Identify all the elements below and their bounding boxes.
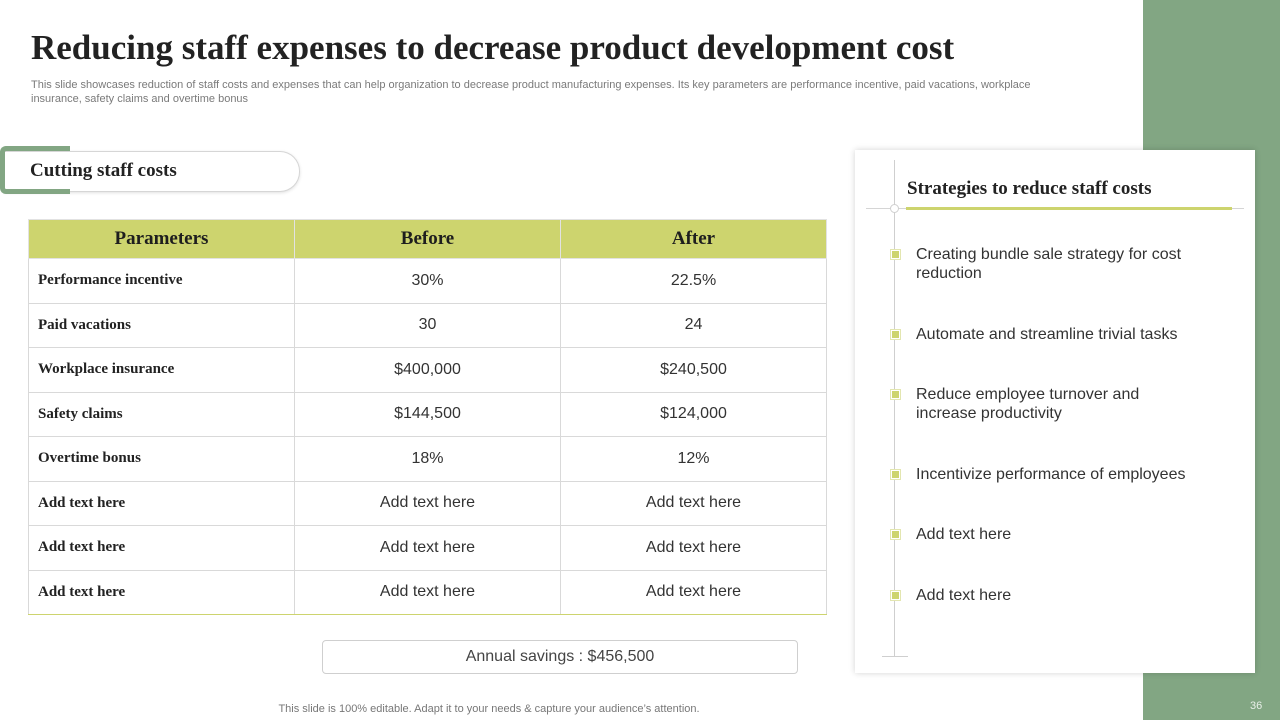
slide-title: Reducing staff expenses to decrease prod…	[31, 28, 955, 67]
bullet-icon	[891, 591, 900, 600]
bullet-icon	[891, 330, 900, 339]
table-row: Performance incentive 30% 22.5%	[28, 258, 827, 304]
parameter-name: Add text here	[28, 480, 295, 526]
parameter-name: Safety claims	[28, 391, 295, 437]
after-value: $124,000	[560, 391, 827, 437]
before-value: 30	[294, 302, 561, 348]
bullet-icon	[891, 390, 900, 399]
before-value: $144,500	[294, 391, 561, 437]
table-row: Workplace insurance $400,000 $240,500	[28, 347, 827, 393]
bullet-icon	[891, 530, 900, 539]
strategies-title: Strategies to reduce staff costs	[907, 178, 1152, 199]
header-parameters: Parameters	[28, 219, 295, 259]
before-value: Add text here	[294, 525, 561, 571]
footer-note: This slide is 100% editable. Adapt it to…	[0, 703, 1279, 715]
strategy-item: Add text here	[916, 526, 1012, 543]
strategy-item: Automate and streamline trivial tasks	[916, 326, 1178, 343]
parameter-name: Performance incentive	[28, 258, 295, 304]
after-value: 24	[560, 302, 827, 348]
timeline-node	[890, 204, 899, 213]
bullet-icon	[891, 470, 900, 479]
table-header-row: Parameters Before After	[28, 219, 827, 259]
footer-text: This slide is 100% editable. Adapt it to…	[278, 703, 700, 715]
strategy-item: Reduce employee turnover and increase pr…	[916, 386, 1140, 422]
bullet-icon	[891, 250, 900, 259]
parameters-table: Parameters Before After Performance ince…	[28, 219, 827, 615]
before-value: Add text here	[294, 569, 561, 615]
parameter-name: Overtime bonus	[28, 436, 295, 482]
table-row: Add text here Add text here Add text her…	[28, 525, 827, 571]
strategy-item: Incentivize performance of employees	[916, 466, 1186, 483]
before-value: Add text here	[294, 480, 561, 526]
parameter-name: Paid vacations	[28, 302, 295, 348]
after-value: 12%	[560, 436, 827, 482]
annual-savings-box: Annual savings : $456,500	[322, 640, 798, 674]
strategies-card	[855, 150, 1255, 673]
timeline-line	[894, 160, 895, 657]
section-pill	[4, 151, 300, 192]
after-value: 22.5%	[560, 258, 827, 304]
before-value: $400,000	[294, 347, 561, 393]
after-value: $240,500	[560, 347, 827, 393]
header-before: Before	[294, 219, 561, 259]
parameter-name: Add text here	[28, 525, 295, 571]
table-row: Add text here Add text here Add text her…	[28, 569, 827, 615]
slide-subtitle: This slide showcases reduction of staff …	[31, 79, 1031, 105]
section-accent-bracket	[0, 146, 70, 194]
strategy-item: Creating bundle sale strategy for cost r…	[916, 246, 1182, 282]
parameter-name: Add text here	[28, 569, 295, 615]
before-value: 18%	[294, 436, 561, 482]
before-value: 30%	[294, 258, 561, 304]
card-title-underline	[906, 207, 1232, 210]
timeline-end-tick	[882, 656, 908, 657]
header-after: After	[560, 219, 827, 259]
table-row: Overtime bonus 18% 12%	[28, 436, 827, 482]
table-row: Add text here Add text here Add text her…	[28, 480, 827, 526]
section-label: Cutting staff costs	[30, 160, 177, 181]
parameter-name: Workplace insurance	[28, 347, 295, 393]
strategy-item: Add text here	[916, 587, 1012, 604]
table-row: Safety claims $144,500 $124,000	[28, 391, 827, 437]
after-value: Add text here	[560, 480, 827, 526]
after-value: Add text here	[560, 525, 827, 571]
page-number: 36	[1250, 700, 1263, 712]
after-value: Add text here	[560, 569, 827, 615]
table-row: Paid vacations 30 24	[28, 302, 827, 348]
